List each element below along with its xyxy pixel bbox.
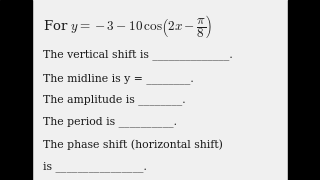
Bar xyxy=(288,0,320,180)
Text: For $y = -3 - 10\,\cos\!\left(2x - \dfrac{\pi}{8}\right)$: For $y = -3 - 10\,\cos\!\left(2x - \dfra… xyxy=(43,13,212,40)
Text: The midline is y = ________.: The midline is y = ________. xyxy=(43,73,194,84)
Text: is ________________.: is ________________. xyxy=(43,161,147,172)
Text: The period is __________.: The period is __________. xyxy=(43,116,177,127)
Bar xyxy=(0,0,32,180)
Text: The phase shift (horizontal shift): The phase shift (horizontal shift) xyxy=(43,140,223,150)
Text: The vertical shift is ______________.: The vertical shift is ______________. xyxy=(43,50,233,60)
Text: The amplitude is ________.: The amplitude is ________. xyxy=(43,94,186,105)
